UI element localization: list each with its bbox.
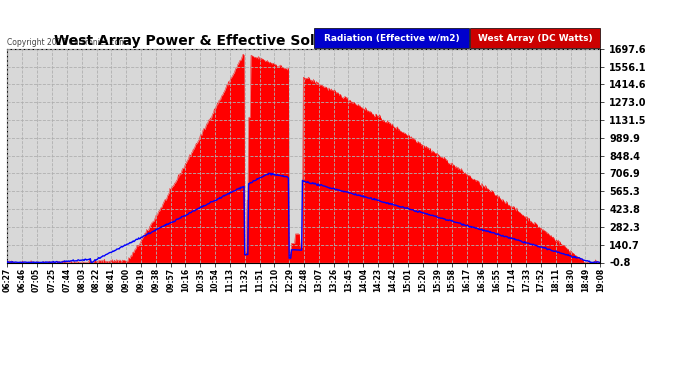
Text: Radiation (Effective w/m2): Radiation (Effective w/m2) bbox=[324, 34, 460, 43]
Text: Copyright 2017 Cartronics.com: Copyright 2017 Cartronics.com bbox=[8, 38, 127, 46]
Text: West Array (DC Watts): West Array (DC Watts) bbox=[477, 34, 592, 43]
FancyBboxPatch shape bbox=[314, 28, 469, 48]
FancyBboxPatch shape bbox=[470, 28, 600, 48]
Title: West Array Power & Effective Solar Radiation Sun Sep 10 19:10: West Array Power & Effective Solar Radia… bbox=[54, 34, 553, 48]
